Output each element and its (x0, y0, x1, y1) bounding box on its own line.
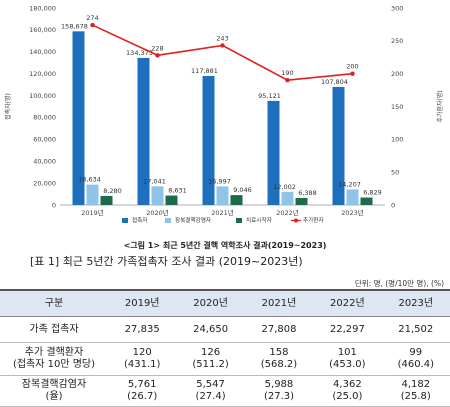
line-value-label: 190 (281, 69, 293, 77)
left-tick-label: 60,000 (33, 136, 56, 144)
bar-치료시작자 (360, 197, 373, 205)
legend-label: 접촉자 (132, 216, 147, 224)
line-point (285, 78, 290, 83)
x-tick-label: 2020년 (146, 208, 169, 217)
table-row-additional-patients: 추가 결핵환자 (접촉자 10만 명당) 120 (431.1) 126 (511.2… (0, 342, 450, 376)
legend-label: 잠복결핵감염자 (175, 216, 211, 224)
legend-swatch (236, 218, 242, 223)
left-tick-label: 80,000 (33, 114, 56, 122)
header-2022: 2022년 (313, 289, 382, 317)
left-tick-label: 20,000 (33, 179, 56, 187)
table-cell: 120 (431.1) (108, 342, 177, 376)
bar-치료시작자 (230, 195, 243, 205)
bar-value-label: 16,997 (208, 177, 231, 185)
unit-note: 단위: 명, (명/10만 명), (%) (354, 279, 444, 288)
x-tick-label: 2019년 (81, 208, 104, 217)
table-cell: 27,808 (244, 316, 314, 343)
left-axis-title: 접촉자(명) (4, 93, 12, 120)
bar-value-label: 12,002 (273, 183, 296, 191)
results-table: 구분 2019년 2020년 2021년 2022년 2023년 가족 접촉자 … (0, 289, 450, 407)
line-point (220, 43, 225, 48)
bar-value-label: 17,041 (143, 177, 166, 185)
row-label: 가족 접촉자 (0, 316, 108, 343)
left-tick-label: 40,000 (33, 158, 56, 166)
table-cell: 27,835 (108, 316, 177, 343)
bar-잠복결핵감염자 (281, 191, 294, 205)
table-caption: [표 1] 최근 5년간 가족접촉자 조사 결과 (2019~2023년) (30, 255, 303, 268)
legend-swatch (122, 218, 128, 223)
left-tick-label: 140,000 (29, 48, 56, 56)
line-point (155, 53, 160, 58)
bar-value-label: 8,631 (168, 187, 187, 195)
table-row-family-contacts: 가족 접촉자 27,835 24,650 27,808 22,297 21,50… (0, 316, 450, 343)
bar-치료시작자 (100, 195, 113, 205)
bar-잠복결핵감염자 (151, 186, 164, 205)
table-header-row: 구분 2019년 2020년 2021년 2022년 2023년 (0, 289, 450, 317)
table-cell: 126 (511.2) (176, 342, 245, 376)
bar-접촉자 (332, 87, 345, 205)
bar-value-label: 6,388 (298, 189, 317, 197)
legend-swatch (165, 218, 171, 223)
bar-잠복결핵감염자 (86, 184, 99, 205)
bar-value-label: 117,881 (191, 67, 218, 75)
legend-label: 치료시작자 (246, 216, 272, 224)
legend-marker (294, 218, 298, 223)
right-tick-label: 150 (391, 103, 403, 111)
right-tick-label: 300 (391, 4, 403, 12)
right-tick-label: 50 (391, 168, 399, 176)
left-tick-label: 180,000 (29, 4, 56, 12)
table-cell: 21,502 (381, 316, 450, 343)
left-tick-label: 160,000 (29, 26, 56, 34)
bar-치료시작자 (295, 198, 308, 205)
bar-value-label: 6,829 (363, 189, 382, 197)
right-tick-label: 250 (391, 37, 403, 45)
header-category: 구분 (0, 289, 108, 317)
row-label: 추가 결핵환자 (접촉자 10만 명당) (0, 342, 108, 376)
x-tick-label: 2021년 (211, 208, 234, 217)
bar-접촉자 (137, 57, 150, 205)
x-tick-label: 2023년 (341, 208, 364, 217)
figure-caption: <그림 1> 최근 5년간 결핵 역학조사 결과(2019~2023) (123, 241, 327, 250)
bar-value-label: 107,804 (321, 78, 348, 86)
bar-value-label: 18,634 (78, 176, 101, 184)
bar-value-label: 158,678 (61, 22, 88, 30)
header-2023: 2023년 (381, 289, 450, 317)
header-2019: 2019년 (108, 289, 177, 317)
bar-value-label: 134,373 (126, 49, 153, 57)
bar-value-label: 9,046 (233, 186, 252, 194)
bar-잠복결핵감염자 (346, 189, 359, 205)
bar-value-label: 8,280 (103, 187, 122, 195)
right-axis-title: 추가환자(명) (436, 90, 444, 122)
bar-value-label: 14,207 (338, 180, 361, 188)
line-value-label: 243 (216, 34, 228, 42)
header-2020: 2020년 (176, 289, 245, 317)
table-cell: 158 (568.2) (244, 342, 314, 376)
header-2021: 2021년 (244, 289, 314, 317)
legend-label: 추가환자 (303, 216, 324, 224)
right-tick-label: 100 (391, 136, 403, 144)
table-cell: 22,297 (313, 316, 382, 343)
table-cell: 24,650 (176, 316, 245, 343)
line-value-label: 274 (86, 14, 98, 22)
bar-접촉자 (267, 100, 280, 205)
bar-value-label: 95,121 (258, 92, 281, 100)
right-tick-label: 0 (391, 201, 395, 209)
line-point (90, 22, 95, 28)
line-value-label: 228 (151, 44, 163, 52)
bar-접촉자 (72, 31, 85, 206)
right-tick-label: 200 (391, 70, 403, 78)
bar-접촉자 (202, 75, 215, 205)
bar-치료시작자 (165, 195, 178, 205)
left-tick-label: 120,000 (29, 70, 56, 78)
left-tick-label: 100,000 (29, 92, 56, 100)
line-point (350, 71, 355, 76)
table-cell: 101 (453.0) (313, 342, 382, 376)
table-cell: 99 (460.4) (381, 342, 450, 376)
bar-잠복결핵감염자 (216, 186, 229, 205)
left-tick-label: 0 (52, 201, 56, 209)
line-value-label: 200 (346, 63, 358, 71)
x-tick-label: 2022년 (276, 208, 299, 217)
chart: 0 20,000 40,000 60,000 80,000 100,000 120,000 1… (4, 4, 444, 224)
